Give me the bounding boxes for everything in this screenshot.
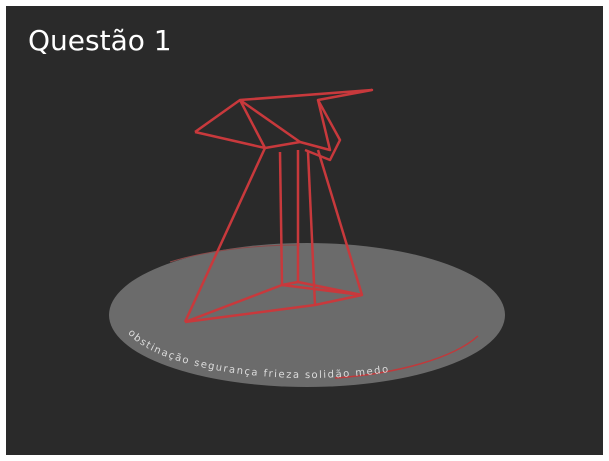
slide-background	[6, 6, 603, 455]
wire-top	[264, 99, 332, 152]
wireframe-sculpture	[183, 88, 374, 324]
disk	[109, 243, 505, 387]
ring-accent	[334, 335, 479, 379]
wire-edge	[278, 151, 284, 286]
wire-edge	[183, 147, 267, 323]
slide-title: Questão 1	[28, 24, 172, 57]
wire-edge	[316, 149, 364, 296]
wire-edge	[306, 151, 317, 306]
wire-edge	[239, 98, 301, 144]
wire-base	[281, 280, 363, 297]
ring-accent	[169, 244, 301, 263]
